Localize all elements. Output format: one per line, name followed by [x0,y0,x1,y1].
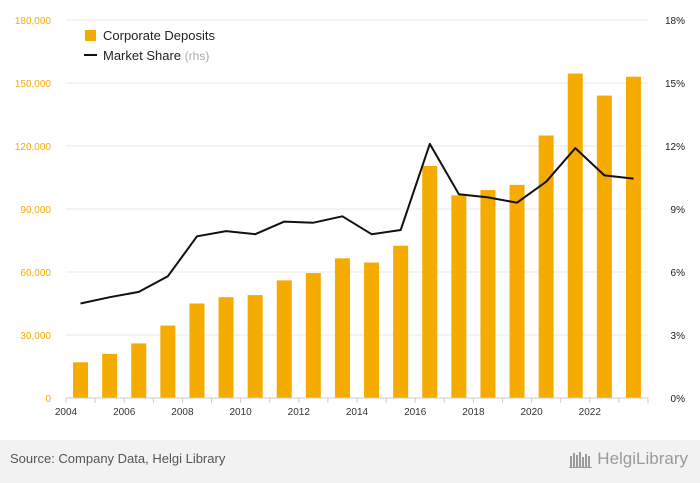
left-axis-tick-label: 120,000 [15,142,52,153]
right-axis-tick-label: 15% [665,79,685,90]
x-axis-tick-label: 2016 [404,407,427,418]
bar [305,273,321,398]
x-axis-tick-label: 2008 [171,407,194,418]
x-axis: 2004 2006 2008 2010 2012 2014 2016 2018 2020 2022 [55,397,649,418]
legend: Corporate Deposits Market Share (rhs) [84,28,215,63]
brand-logo: HelgiLibrary [569,449,688,469]
bar [480,190,496,398]
source-note: Source: Company Data, Helgi Library [10,451,226,466]
bar [451,195,467,398]
bar [393,245,409,398]
x-axis-tick-label: 2020 [520,407,543,418]
x-axis-tick-label: 2014 [346,407,369,418]
bar [102,353,118,398]
bar [567,73,583,399]
x-axis-tick-label: 2018 [462,407,485,418]
bar [160,325,176,398]
gridlines [66,19,648,336]
bar [73,362,89,398]
legend-label-corporate-deposits: Corporate Deposits [103,28,215,43]
bar [364,262,380,398]
x-axis-tick-label: 2010 [229,407,252,418]
left-axis-tick-label: 180,000 [15,16,52,27]
footer: Source: Company Data, Helgi Library Helg… [0,440,700,483]
bar [247,295,263,398]
right-axis: 0% 3% 6% 9% 12% 15% 18% [665,16,685,405]
chart: 0 30,000 60,000 90,000 120,000 150,000 180,000… [15,16,685,418]
left-axis-tick-label: 0 [45,394,51,405]
bar [538,135,554,398]
bar [218,297,234,398]
bar [189,303,205,398]
market-share-line [80,142,634,305]
bar [596,95,612,398]
right-axis-tick-label: 3% [671,331,686,342]
left-axis-tick-label: 150,000 [15,79,52,90]
bar [131,343,147,398]
bar [276,280,292,398]
legend-swatch-bar [85,30,96,41]
left-axis-tick-label: 60,000 [20,268,51,279]
line-series-market-share [80,142,634,305]
right-axis-tick-label: 6% [671,268,686,279]
x-axis-tick-label: 2006 [113,407,136,418]
bar [625,76,641,398]
left-axis: 0 30,000 60,000 90,000 120,000 150,000 180,000 [15,16,52,405]
x-axis-tick-label: 2022 [579,407,602,418]
right-axis-tick-label: 9% [671,205,686,216]
x-axis-tick-label: 2012 [288,407,311,418]
bar [509,184,525,398]
left-axis-tick-label: 90,000 [20,205,51,216]
left-axis-tick-label: 30,000 [20,331,51,342]
bookshelf-icon [569,452,593,468]
bar-series-corporate-deposits [73,73,641,399]
right-axis-tick-label: 12% [665,142,685,153]
brand-name: HelgiLibrary [597,449,688,468]
x-axis-tick-label: 2004 [55,407,78,418]
right-axis-tick-label: 0% [671,394,686,405]
legend-note-rhs: (rhs) [185,49,210,63]
legend-label-market-share: Market Share (rhs) [103,48,209,63]
right-axis-tick-label: 18% [665,16,685,27]
bar [334,258,350,398]
bar [422,165,438,398]
